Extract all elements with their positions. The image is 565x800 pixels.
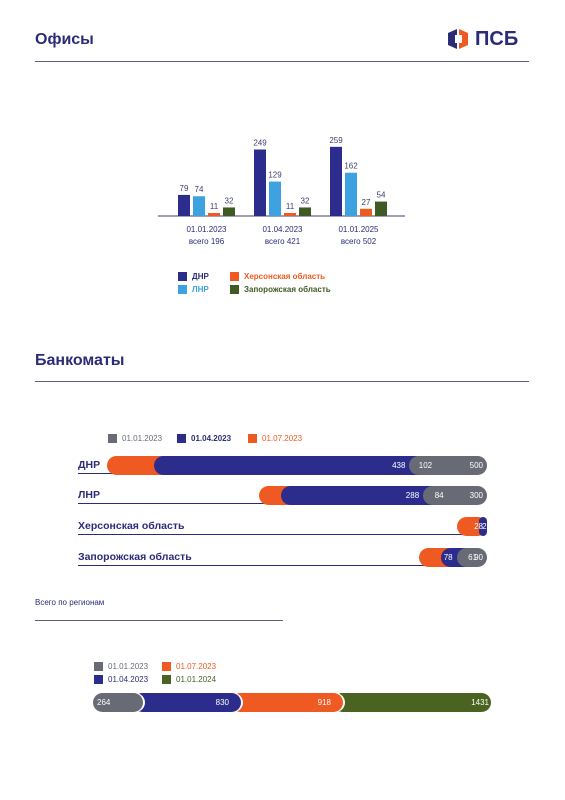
atm-bar-segment (479, 517, 487, 536)
legend-swatch-zaporozhye (230, 285, 239, 294)
offices-bar (178, 194, 190, 216)
totals-legend-label-1: 01.07.2023 (176, 662, 217, 671)
atm-row-label: Херсонская область (78, 520, 185, 532)
atm-bar-segment (409, 456, 487, 475)
offices-bar (223, 207, 235, 216)
atm-legend-label-2: 01.07.2023 (262, 434, 303, 443)
legend-swatch-dnr (178, 272, 187, 281)
logo-icon (448, 29, 468, 49)
legend-label-lnr: ЛНР (192, 285, 209, 294)
offices-title: Офисы (35, 31, 94, 48)
atm-row-underline (78, 503, 269, 504)
totals-segment-value: 830 (215, 698, 229, 707)
offices-bar (208, 213, 220, 216)
offices-bar-value: 32 (225, 196, 234, 205)
atm-legend-label-1: 01.04.2023 (191, 434, 232, 443)
legend-label-kherson: Херсонская область (244, 272, 326, 281)
offices-bar-value: 249 (253, 139, 267, 148)
atm-bar-value: 26 (482, 522, 491, 531)
atm-legend-swatch-0 (108, 434, 117, 443)
atms-title: Банкоматы (35, 352, 125, 369)
legend-label-dnr: ДНР (192, 272, 209, 281)
atm-bar-segment (154, 456, 487, 475)
totals-legend-label-3: 01.01.2024 (176, 675, 217, 684)
totals-segment (333, 693, 491, 712)
offices-bar (375, 201, 387, 216)
offices-bar (360, 208, 372, 216)
atm-bar-value: 17 (506, 522, 516, 531)
atm-bar-value: 28 (474, 522, 483, 531)
atm-bar-value: 84 (434, 491, 444, 500)
logo-text: ПСБ (475, 28, 519, 50)
offices-bar (299, 207, 311, 216)
atm-bar-segment (423, 486, 487, 505)
offices-bar (269, 181, 281, 216)
atm-legend-swatch-1 (177, 434, 186, 443)
totals-legend-swatch-2 (94, 675, 103, 684)
atm-bar-value: 288 (405, 491, 420, 500)
totals-label: Всего по регионам (35, 598, 105, 607)
offices-category-total: всего 421 (265, 237, 301, 246)
atm-bar-value: 438 (392, 461, 406, 470)
totals-rule (35, 620, 283, 621)
offices-bar-value: 162 (344, 162, 358, 171)
offices-title-rule (35, 61, 529, 62)
offices-bar (254, 149, 266, 216)
offices-bar-value: 11 (210, 202, 219, 211)
totals-segment (133, 693, 241, 712)
offices-bar-value: 79 (180, 184, 189, 193)
totals-segment-value: 1431 (471, 698, 489, 707)
legend-label-zaporozhye: Запорожская область (244, 285, 331, 294)
atm-legend-swatch-2 (248, 434, 257, 443)
offices-bar-chart: 79 74 11 32 01.01.2023 всего 196 249 129 11 32 01.… (158, 136, 405, 246)
atm-bar-value: 61 (468, 553, 478, 562)
atm-bar-value: 500 (469, 461, 483, 470)
offices-bar-value: 11 (286, 202, 295, 211)
offices-bar (330, 146, 342, 216)
totals-legend-swatch-1 (162, 662, 171, 671)
atm-bar-value: 102 (418, 461, 433, 470)
atm-row-underline (78, 534, 467, 535)
totals-legend-label-0: 01.01.2023 (108, 662, 149, 671)
totals-segment (231, 693, 343, 712)
atm-row-label: Запорожская область (78, 551, 192, 563)
legend-swatch-lnr (178, 285, 187, 294)
atm-row-underline (78, 473, 117, 474)
atm-bar-value: 300 (469, 491, 483, 500)
offices-bar (284, 213, 296, 216)
offices-bar-value: 74 (195, 185, 204, 194)
totals-legend-swatch-0 (94, 662, 103, 671)
totals-segment-value: 918 (317, 698, 331, 707)
totals-legend-label-2: 01.04.2023 (108, 675, 149, 684)
atm-bar-value: 90 (474, 553, 483, 562)
totals-legend-swatch-3 (162, 675, 171, 684)
atm-bar-value: 78 (443, 553, 453, 562)
offices-bar-value: 54 (377, 191, 386, 200)
offices-bar (193, 196, 205, 216)
offices-category-label: 01.01.2023 (186, 225, 227, 234)
totals-segment-value: 264 (97, 698, 111, 707)
legend-swatch-kherson (230, 272, 239, 281)
atm-legend-label-0: 01.01.2023 (122, 434, 163, 443)
offices-bar-value: 259 (329, 136, 343, 145)
offices-category-label: 01.01.2025 (338, 225, 379, 234)
totals-segment (93, 693, 143, 712)
offices-category-label: 01.04.2023 (262, 225, 303, 234)
atm-row-underline (78, 565, 429, 566)
offices-bar-value: 129 (268, 171, 282, 180)
atm-row-label: ЛНР (78, 489, 100, 501)
offices-bar-value: 32 (301, 196, 310, 205)
atm-bar-segment (456, 548, 487, 567)
logo: ПСБ (446, 26, 536, 54)
offices-bar-value: 27 (362, 198, 371, 207)
offices-category-total: всего 502 (341, 237, 377, 246)
offices-bar (345, 172, 357, 216)
atms-title-rule (35, 381, 529, 382)
atm-row-label: ДНР (78, 459, 101, 471)
offices-category-total: всего 196 (189, 237, 225, 246)
